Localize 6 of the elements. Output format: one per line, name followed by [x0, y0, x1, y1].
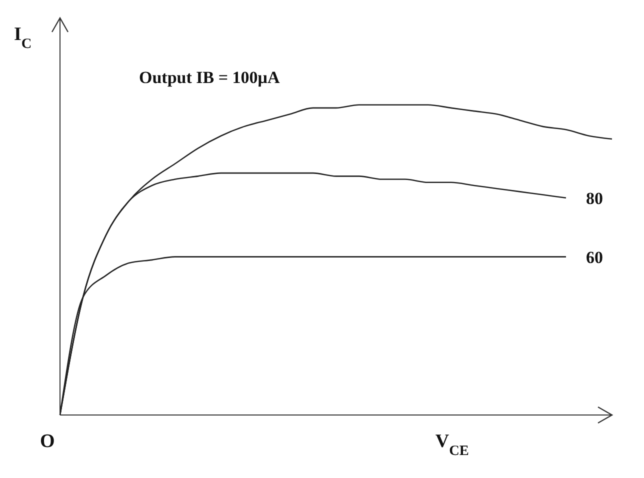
y-axis-title: I$_{C}$ — [14, 24, 32, 52]
x-axis-title: V$_{CE}$ — [435, 431, 469, 459]
series-label: 80 — [586, 188, 603, 208]
series-label: Output IB = 100μA — [139, 68, 280, 87]
series-label: 60 — [586, 248, 603, 267]
text: O — [40, 431, 55, 452]
